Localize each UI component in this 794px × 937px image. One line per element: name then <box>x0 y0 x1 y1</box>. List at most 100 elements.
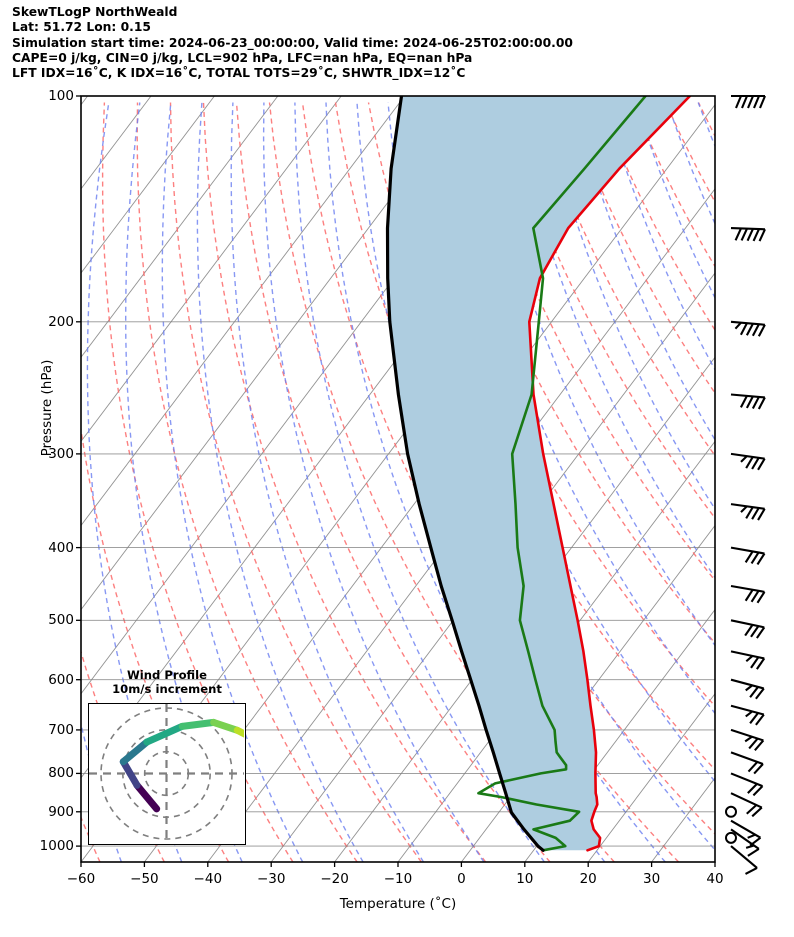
dry-adiabat-line <box>532 102 715 457</box>
header-block: SkewTLogP NorthWeald Lat: 51.72 Lon: 0.1… <box>12 5 782 81</box>
dewpoint-profile-line <box>477 96 647 852</box>
dry-adiabat-line <box>101 102 294 862</box>
y-tick-label: 800 <box>48 765 74 782</box>
y-tick-label: 100 <box>48 88 74 104</box>
isotherm-line <box>587 692 715 862</box>
hodograph-trace-segment <box>178 718 218 730</box>
isotherm-line <box>81 96 279 358</box>
header-title: SkewTLogP NorthWeald <box>12 5 178 19</box>
profile-curves <box>385 96 692 852</box>
x-tick-label: 0 <box>457 871 466 887</box>
wind-barb <box>725 831 737 844</box>
wind-barb <box>730 503 766 521</box>
mixing-ratio-line <box>230 102 425 862</box>
y-tick-label: 1000 <box>39 838 74 855</box>
hodograph-trace-segment <box>143 722 186 746</box>
wind-profile-title-line1: Wind Profile <box>127 668 207 682</box>
dry-adiabat-line <box>765 103 794 863</box>
isotherm-line <box>81 96 405 527</box>
isotherm-line <box>778 96 794 862</box>
header-indices: LFT IDX=16˚C, K IDX=16˚C, TOTAL TOTS=29˚… <box>12 66 466 81</box>
x-tick-label: −30 <box>256 871 286 887</box>
wind-barb <box>730 546 766 566</box>
wind-profile-title-line2: 10m/s increment <box>112 682 222 696</box>
y-axis-title: Pressure (hPa) <box>39 359 55 457</box>
wind-barb <box>730 227 766 242</box>
dry-adiabat-line <box>400 102 715 708</box>
y-tick-label: 300 <box>48 445 74 462</box>
mixing-ratio-line <box>729 103 794 863</box>
hodograph-inset <box>88 703 257 845</box>
wind-barb <box>730 704 765 726</box>
hodograph-trace-segment <box>119 758 141 789</box>
mixing-ratio-line <box>511 102 715 579</box>
dry-adiabat-line <box>433 102 715 645</box>
dry-adiabat-line <box>235 102 551 862</box>
y-tick-label: 700 <box>48 721 74 738</box>
hodograph-trace-segment <box>119 738 151 766</box>
x-axis-title: Temperature (˚C) <box>339 896 457 912</box>
isotherm-line <box>0 96 24 862</box>
x-tick-label: 30 <box>643 871 661 887</box>
header-times: Simulation start time: 2024-06-23_00:00:… <box>12 35 573 50</box>
isotherm-line <box>334 356 715 862</box>
hodograph-trace-segment <box>133 781 161 813</box>
isotherm-line <box>81 96 342 443</box>
dry-adiabat-line <box>732 103 794 863</box>
isotherm-line <box>81 96 215 274</box>
x-tick-label: −60 <box>66 871 96 887</box>
wind-profile-title: Wind Profile 10m/s increment <box>88 668 246 696</box>
isotherm-line <box>524 608 715 862</box>
wind-barb <box>730 619 766 639</box>
hodograph-trace-segment <box>233 726 257 742</box>
wind-barb <box>730 650 766 670</box>
wind-barb <box>730 320 766 337</box>
mixing-ratio-line <box>294 102 545 862</box>
header-latlon: Lat: 51.72 Lon: 0.15 <box>12 20 151 35</box>
hodograph-svg <box>89 704 257 843</box>
y-tick-label: 600 <box>48 671 74 688</box>
wind-barb-column <box>725 94 766 875</box>
wind-barb <box>730 678 765 700</box>
dry-adiabat-line <box>169 102 422 862</box>
wind-barb <box>730 819 762 847</box>
temperature-profile-line <box>528 96 692 852</box>
dry-adiabat-line <box>268 102 615 862</box>
header-cape: CAPE=0 j/kg, CIN=0 j/kg, LCL=902 hPa, LF… <box>12 50 473 65</box>
wind-barb <box>730 751 764 775</box>
isotherm-line <box>81 96 469 611</box>
x-tick-label: 20 <box>579 871 597 887</box>
dry-adiabat-line <box>136 102 358 862</box>
x-tick-label: 10 <box>516 871 534 887</box>
x-tick-label: 40 <box>706 871 724 887</box>
x-tick-label: −50 <box>130 871 159 887</box>
cin-shaded-region <box>387 96 690 851</box>
wind-barb <box>730 452 766 471</box>
mixing-ratio-line <box>262 102 485 862</box>
y-tick-label: 200 <box>48 313 74 330</box>
hodograph-trace-segment <box>210 718 241 734</box>
wind-barb <box>730 584 766 604</box>
y-tick-label: 500 <box>48 612 74 629</box>
x-tick-label: −40 <box>193 871 223 887</box>
wind-barb <box>730 828 760 857</box>
wind-barb <box>730 792 763 818</box>
wind-barb <box>730 772 764 797</box>
mixing-ratio-line <box>161 102 304 862</box>
mixing-ratio-line <box>760 103 794 863</box>
wind-barb <box>725 805 737 818</box>
wind-barb <box>730 393 766 410</box>
x-tick-label: −20 <box>320 871 349 887</box>
isotherm-line <box>270 272 715 862</box>
y-tick-label: 900 <box>48 803 74 820</box>
y-tick-label: 400 <box>48 539 74 556</box>
dry-adiabat-line <box>466 102 715 582</box>
parcel-profile-line <box>385 96 545 852</box>
mixing-ratio-line <box>573 102 715 442</box>
isotherm-line <box>714 861 715 862</box>
wind-barb <box>730 845 758 875</box>
wind-barb <box>731 94 766 109</box>
